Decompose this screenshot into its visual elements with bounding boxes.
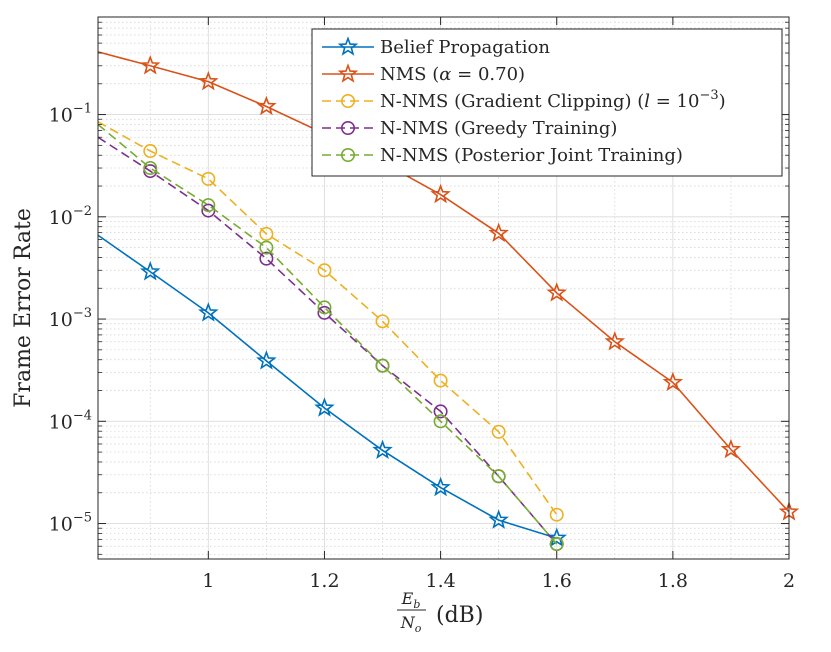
data-point xyxy=(430,183,451,204)
data-point xyxy=(491,469,506,484)
series-3 xyxy=(97,136,564,552)
series-line xyxy=(97,234,557,539)
y-tick-label: 10−4 xyxy=(49,408,92,433)
series-line xyxy=(97,121,558,516)
series-line xyxy=(97,51,790,513)
legend-label: NMS (α = 0.70) xyxy=(380,64,525,85)
legend-label: N-NMS (Greedy Training) xyxy=(380,118,617,139)
legend-label: Belief Propagation xyxy=(380,37,550,58)
data-point xyxy=(491,424,506,439)
legend-marker xyxy=(340,148,355,163)
data-point xyxy=(198,302,219,322)
series-4 xyxy=(97,123,564,552)
data-point xyxy=(720,438,742,459)
legend-entry: N-NMS (Gradient Clipping) (l = 10−3) xyxy=(322,88,726,112)
y-axis-label: Frame Error Rate xyxy=(11,208,36,408)
data-point xyxy=(198,70,219,91)
x-axis-label-denominator: No xyxy=(400,613,422,635)
data-point xyxy=(604,330,626,351)
y-tick-label: 10−1 xyxy=(49,102,92,127)
series-2 xyxy=(97,121,564,522)
data-point xyxy=(488,222,509,243)
data-point xyxy=(488,509,509,529)
data-point xyxy=(317,300,332,315)
x-axis-label: Eb No (dB) xyxy=(397,589,483,635)
data-point xyxy=(201,198,216,213)
legend-entry: Belief Propagation xyxy=(322,36,550,58)
data-point xyxy=(259,240,274,255)
data-point xyxy=(372,439,393,460)
legend: Belief Propagation NMS (α = 0.70) N-NMS (G… xyxy=(311,28,783,177)
x-tick-label: 1.2 xyxy=(309,570,339,592)
series-line xyxy=(97,136,558,545)
data-point xyxy=(201,171,216,186)
legend-marker xyxy=(340,121,355,136)
legend-entry: N-NMS (Posterior Joint Training) xyxy=(322,145,683,166)
y-tick-labels: 10−5 10−4 10−3 10−2 10−1 xyxy=(49,102,92,536)
data-point xyxy=(140,54,161,75)
legend-label: N-NMS (Posterior Joint Training) xyxy=(380,145,683,166)
axis-ticks xyxy=(98,16,790,559)
x-tick-label: 1.8 xyxy=(658,570,688,592)
legend-marker xyxy=(337,36,359,56)
data-point xyxy=(433,414,448,429)
data-point xyxy=(433,373,448,388)
data-point xyxy=(256,95,277,116)
legend-entry: NMS (α = 0.70) xyxy=(322,63,525,85)
data-point xyxy=(256,350,277,370)
legend-marker xyxy=(340,94,355,109)
y-tick-label: 10−3 xyxy=(49,306,92,331)
legend-box xyxy=(311,28,783,177)
data-point xyxy=(662,371,684,392)
x-tick-label: 1.6 xyxy=(542,570,572,592)
y-tick-label: 10−5 xyxy=(49,511,92,536)
legend-entry: N-NMS (Greedy Training) xyxy=(322,118,617,139)
data-point xyxy=(375,358,390,373)
x-tick-label: 2 xyxy=(783,570,795,592)
data-point xyxy=(546,527,567,547)
plot-series xyxy=(97,51,800,552)
data-point xyxy=(549,507,564,522)
data-point xyxy=(143,161,158,176)
series-0 xyxy=(97,234,567,547)
data-point xyxy=(314,397,335,417)
data-point xyxy=(433,404,448,419)
data-point xyxy=(259,251,274,266)
x-tick-labels: 1 1.2 1.4 1.6 1.8 2 xyxy=(202,570,795,592)
x-tick-label: 1.4 xyxy=(425,570,455,592)
x-axis-label-unit: (dB) xyxy=(436,603,483,628)
x-tick-label: 1 xyxy=(202,570,214,592)
data-point xyxy=(430,476,451,497)
data-point xyxy=(143,144,158,159)
data-point xyxy=(546,282,567,302)
legend-marker xyxy=(337,63,359,83)
data-point xyxy=(259,226,274,241)
data-point xyxy=(375,314,390,329)
y-tick-label: 10−2 xyxy=(49,204,92,229)
x-axis-label-numerator: Eb xyxy=(401,589,421,611)
series-line xyxy=(97,123,558,545)
data-point xyxy=(317,263,332,278)
legend-label: N-NMS (Gradient Clipping) (l = 10−3) xyxy=(380,88,726,112)
data-point xyxy=(140,260,161,281)
data-point xyxy=(549,537,564,552)
